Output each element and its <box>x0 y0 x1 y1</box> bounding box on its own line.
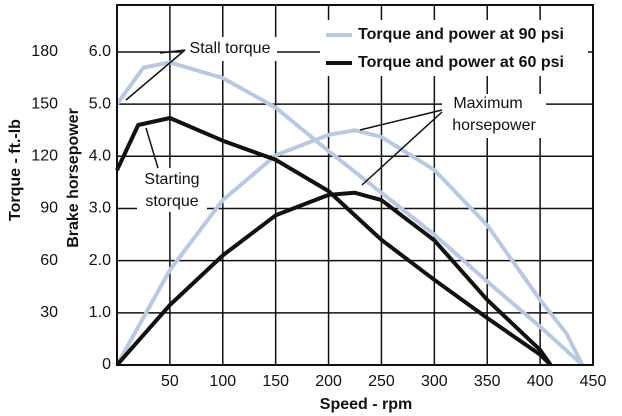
y-tick-label: 3.0 <box>89 200 111 217</box>
legend-label: Torque and power at 90 psi <box>358 26 564 43</box>
y2-tick-label: 150 <box>31 95 58 112</box>
legend-label: Torque and power at 60 psi <box>358 54 564 71</box>
x-tick-label: 300 <box>421 373 448 390</box>
y-tick-label: 6.0 <box>89 43 111 60</box>
annotation: horsepower <box>452 117 536 134</box>
legend-box <box>320 20 588 76</box>
series-line <box>115 190 553 367</box>
series-line <box>115 128 585 366</box>
arrow <box>359 109 443 131</box>
annotation: Maximum <box>453 95 522 112</box>
x-tick-label: 400 <box>527 373 554 390</box>
y2-tick-label: 120 <box>31 148 58 165</box>
x-tick-label: 350 <box>474 373 501 390</box>
annotation: Starting <box>144 171 199 188</box>
arrow <box>125 49 186 101</box>
y2-tick-label: 30 <box>40 304 58 321</box>
annotation-bg <box>137 168 207 212</box>
y-tick-label: 1.0 <box>89 304 111 321</box>
series-line <box>115 60 584 367</box>
y2-tick-label: 90 <box>40 200 58 217</box>
y-tick-label: 5.0 <box>89 95 111 112</box>
x-tick-label: 250 <box>368 373 395 390</box>
y2-tick-label: 180 <box>31 43 58 60</box>
y2-tick-label: 60 <box>40 252 58 269</box>
x-tick-label: 150 <box>262 373 289 390</box>
x-tick-label: 50 <box>161 373 179 390</box>
y-axis-label: Brake horsepower <box>65 108 82 248</box>
legend: Torque and power at 90 psi Torque and pow… <box>326 26 564 71</box>
x-tick-label: 200 <box>315 373 342 390</box>
annotation-bg <box>442 94 546 138</box>
arrow <box>145 127 159 169</box>
plot-frame <box>116 4 594 366</box>
y-tick-label: 4.0 <box>89 148 111 165</box>
arrow <box>361 111 443 186</box>
x-axis-label: Speed - rpm <box>320 396 412 413</box>
annotation: Stall torque <box>190 40 271 57</box>
arrow <box>159 49 186 54</box>
series-line <box>115 116 553 367</box>
curves <box>115 60 585 367</box>
annotation-bg <box>183 37 277 61</box>
y-tick-label: 0 <box>102 356 111 373</box>
x-tick-label: 100 <box>209 373 236 390</box>
x-tick-label: 450 <box>580 373 607 390</box>
y-tick-label: 2.0 <box>89 252 111 269</box>
annotation: storque <box>145 193 198 210</box>
y2-axis-label: Torque - ft.-lb <box>7 119 24 221</box>
